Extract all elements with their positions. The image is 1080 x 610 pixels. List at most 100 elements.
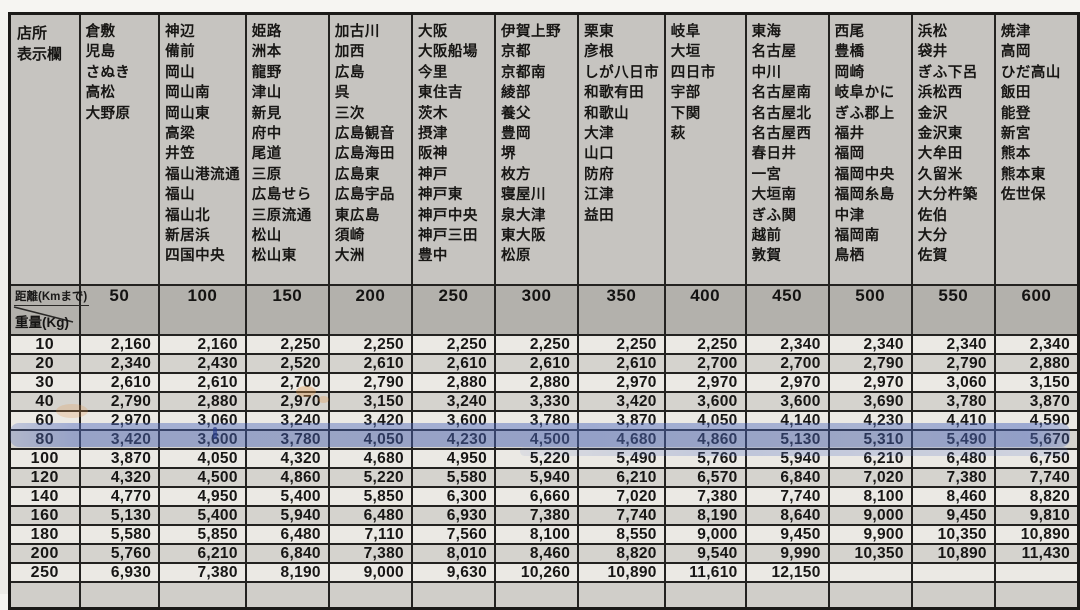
rate-cell: 6,480 xyxy=(327,505,413,526)
rate-cell: 5,580 xyxy=(78,524,161,545)
rate-cell: 6,660 xyxy=(494,486,580,507)
weight-label-cell: 40 xyxy=(8,391,81,412)
rate-cell: 2,790 xyxy=(910,353,996,374)
rate-cell: 2,610 xyxy=(410,353,497,374)
branch-name: 豊中 xyxy=(417,248,448,265)
rate-cell: 7,380 xyxy=(494,505,580,526)
branch-name: 松山 xyxy=(251,228,282,245)
branch-name: 広島宇品 xyxy=(334,187,395,204)
rate-cell: 5,220 xyxy=(327,467,413,488)
branch-name: 松原 xyxy=(501,248,532,265)
branch-name: 熊本 xyxy=(1000,146,1031,163)
rate-cell: 8,010 xyxy=(410,543,497,564)
rate-cell: 3,060 xyxy=(910,372,996,393)
rate-cell: 4,860 xyxy=(244,467,330,488)
rate-cell: 2,250 xyxy=(663,334,747,355)
rate-cell: 2,970 xyxy=(244,391,330,412)
clipped-cell xyxy=(244,581,330,610)
weight-label-cell: 180 xyxy=(8,524,81,545)
rate-cell: 10,890 xyxy=(577,562,666,583)
branch-name: ぎふ関 xyxy=(751,207,797,224)
rate-cell: 10,350 xyxy=(827,543,913,564)
branch-name: 尾道 xyxy=(251,146,282,163)
branch-name: 新見 xyxy=(251,105,282,122)
rate-cell: 3,420 xyxy=(577,391,666,412)
rate-cell: 5,940 xyxy=(244,505,330,526)
branch-name: 寝屋川 xyxy=(501,187,547,204)
rate-cell: 9,630 xyxy=(410,562,497,583)
branch-name: 岡山南 xyxy=(165,85,211,102)
distance-header-cell: 200 xyxy=(327,284,413,336)
rate-cell: 2,790 xyxy=(327,372,413,393)
rate-row: 160 5,130 5,400 5,940 6,480 6,930 7,380 7,740 8,… xyxy=(8,505,1080,526)
branch-name: 大洲 xyxy=(334,248,365,265)
branch-name: 京都南 xyxy=(501,64,547,81)
rate-cell: 2,880 xyxy=(158,391,247,412)
branch-name: 児島 xyxy=(85,44,116,61)
rate-cell: 8,820 xyxy=(993,486,1080,507)
branch-name: 東住吉 xyxy=(417,85,463,102)
clipped-cell xyxy=(327,581,413,610)
weight-label-cell: 120 xyxy=(8,467,81,488)
branch-name: 摂津 xyxy=(417,126,448,143)
rate-cell: 4,680 xyxy=(577,429,666,450)
branch-name: 加西 xyxy=(334,44,365,61)
rate-cell: 10,260 xyxy=(494,562,580,583)
rate-cell: 2,430 xyxy=(158,353,247,374)
branch-name: 福岡南 xyxy=(834,228,880,245)
rate-cell: 7,560 xyxy=(410,524,497,545)
rate-cell: 2,970 xyxy=(78,410,161,431)
rate-cell: 8,190 xyxy=(663,505,747,526)
branch-name: 堺 xyxy=(501,146,517,163)
rate-cell: 6,480 xyxy=(244,524,330,545)
diagonal-divider-line xyxy=(13,306,74,323)
rate-cell: 3,870 xyxy=(993,391,1080,412)
distance-header-row: 距離(Kmまで) 重量(Kg) 50 100 150 200 250 300 350 400 4… xyxy=(8,284,1080,336)
rate-cell: 8,100 xyxy=(494,524,580,545)
branch-name: 岐阜かに xyxy=(834,85,895,102)
branch-name: 福山港流通 xyxy=(165,166,241,183)
branch-list-cell: 倉敷 児島 さぬき 高松 大野原 xyxy=(78,12,161,286)
rate-cell: 7,380 xyxy=(327,543,413,564)
branch-name: 松山東 xyxy=(251,248,297,265)
branch-name: 金沢 xyxy=(917,105,948,122)
clipped-cell xyxy=(827,581,913,610)
branch-header-line2: 表示欄 xyxy=(17,46,63,63)
branch-name: 越前 xyxy=(751,228,782,245)
rate-cell: 2,160 xyxy=(158,334,247,355)
branch-name: 福岡糸島 xyxy=(834,187,895,204)
branch-name: 広島 xyxy=(334,64,365,81)
rate-cell: 2,880 xyxy=(494,372,580,393)
rate-cell: 9,000 xyxy=(327,562,413,583)
rate-cell: 10,890 xyxy=(993,524,1080,545)
branch-name: 袋井 xyxy=(917,44,948,61)
branch-name: 倉敷 xyxy=(85,24,116,40)
rate-cell xyxy=(910,562,996,583)
branch-name: 浜松 xyxy=(917,24,948,40)
branch-list-cell: 加古川 加西 広島呉三次 広島観音 広島海田 広島東 広島宇品 東広島 須崎 大洲 xyxy=(327,12,413,286)
rate-cell: 2,340 xyxy=(78,353,161,374)
rate-cell: 3,870 xyxy=(78,448,161,469)
weight-label-cell: 30 xyxy=(8,372,81,393)
rate-cell: 9,000 xyxy=(827,505,913,526)
weight-label-cell: 160 xyxy=(8,505,81,526)
weight-label-cell: 10 xyxy=(8,334,81,355)
branch-name: 金沢東 xyxy=(917,126,963,143)
rate-cell: 5,490 xyxy=(577,448,666,469)
rate-cell: 4,950 xyxy=(410,448,497,469)
rate-cell: 4,500 xyxy=(158,467,247,488)
branch-name: 今里 xyxy=(417,64,448,81)
branch-list-cell: 岐阜 大垣 四日市 宇部 下関萩 xyxy=(663,12,747,286)
branch-name: さぬき xyxy=(85,64,131,81)
rate-cell: 8,550 xyxy=(577,524,666,545)
clipped-cell xyxy=(993,581,1080,610)
branch-name: 萩 xyxy=(670,126,686,143)
rate-cell: 4,320 xyxy=(244,448,330,469)
branch-name: 三次 xyxy=(334,105,365,122)
rate-cell: 2,970 xyxy=(827,372,913,393)
rate-cell: 3,420 xyxy=(327,410,413,431)
rate-cell: 3,690 xyxy=(827,391,913,412)
branch-name: 洲本 xyxy=(251,44,282,61)
rate-cell: 7,740 xyxy=(577,505,666,526)
